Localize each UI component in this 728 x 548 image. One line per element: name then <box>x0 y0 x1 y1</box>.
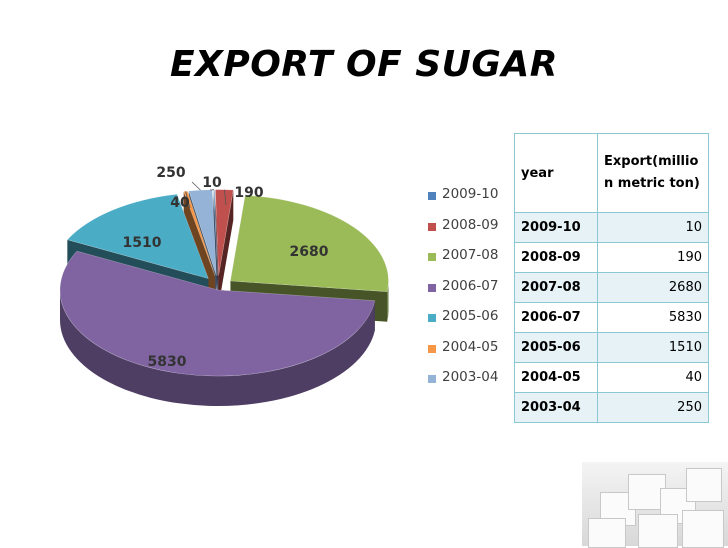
table-year-cell: 2005-06 <box>515 333 598 363</box>
sugar-cube <box>638 514 678 548</box>
sugar-cubes-photo <box>582 462 728 546</box>
header-export-line-2: n metric ton) <box>604 176 700 191</box>
legend-swatch <box>428 314 436 322</box>
table-value-cell: 40 <box>598 363 709 393</box>
legend-label: 2004-05 <box>442 339 498 355</box>
legend-item: 2009-10 <box>428 186 518 206</box>
sugar-cube <box>682 510 724 548</box>
table-value-cell: 2680 <box>598 273 709 303</box>
sugar-cube <box>588 518 626 548</box>
legend-label: 2003-04 <box>442 369 498 385</box>
data-label: 1510 <box>123 235 162 251</box>
data-label-leader <box>192 182 200 190</box>
table-year-cell: 2008-09 <box>515 243 598 273</box>
legend-item: 2003-04 <box>428 369 518 389</box>
legend-label: 2007-08 <box>442 247 498 263</box>
legend-item: 2008-09 <box>428 217 518 237</box>
legend-swatch <box>428 345 436 353</box>
header-export-line-1: Export(millio <box>604 154 698 169</box>
table-value-cell: 190 <box>598 243 709 273</box>
data-label: 190 <box>234 185 263 201</box>
legend-item: 2006-07 <box>428 278 518 298</box>
data-label: 40 <box>170 195 190 211</box>
data-label: 250 <box>156 165 185 181</box>
table-header-row: year Export(millio n metric ton) <box>515 134 709 213</box>
legend-item: 2005-06 <box>428 308 518 328</box>
legend-label: 2008-09 <box>442 217 498 233</box>
table-year-cell: 2004-05 <box>515 363 598 393</box>
table-year-cell: 2003-04 <box>515 393 598 423</box>
legend-swatch <box>428 223 436 231</box>
legend-swatch <box>428 192 436 200</box>
sugar-cube <box>686 468 722 502</box>
legend-label: 2005-06 <box>442 308 498 324</box>
legend-label: 2006-07 <box>442 278 498 294</box>
table-value-cell: 250 <box>598 393 709 423</box>
data-label: 10 <box>202 175 222 191</box>
table-value-cell: 10 <box>598 213 709 243</box>
data-label: 5830 <box>148 354 187 370</box>
header-export: Export(millio n metric ton) <box>598 134 709 213</box>
legend-label: 2009-10 <box>442 186 498 202</box>
legend-item: 2007-08 <box>428 247 518 267</box>
export-data-table: year Export(millio n metric ton) 2009-10… <box>514 133 709 423</box>
data-label: 2680 <box>290 244 329 260</box>
legend-swatch <box>428 375 436 383</box>
header-year: year <box>515 134 598 213</box>
table-value-cell: 1510 <box>598 333 709 363</box>
table-year-cell: 2006-07 <box>515 303 598 333</box>
legend-swatch <box>428 284 436 292</box>
legend-swatch <box>428 253 436 261</box>
legend-item: 2004-05 <box>428 339 518 359</box>
table-year-cell: 2009-10 <box>515 213 598 243</box>
table-value-cell: 5830 <box>598 303 709 333</box>
table-year-cell: 2007-08 <box>515 273 598 303</box>
